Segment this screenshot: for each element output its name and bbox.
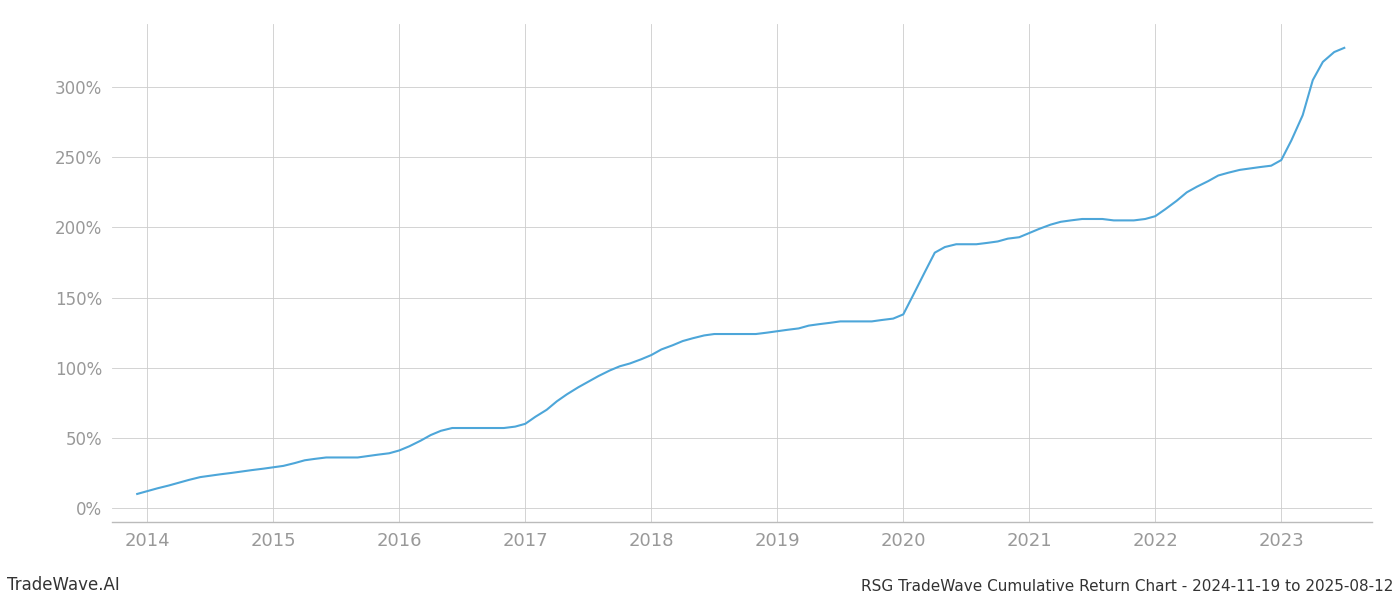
Text: TradeWave.AI: TradeWave.AI [7,576,120,594]
Text: RSG TradeWave Cumulative Return Chart - 2024-11-19 to 2025-08-12: RSG TradeWave Cumulative Return Chart - … [861,579,1393,594]
